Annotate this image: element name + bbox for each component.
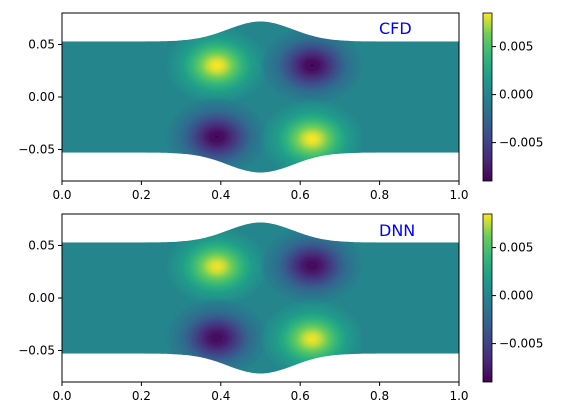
field-blob-1 [262,27,362,104]
y-ticks-cfd: 0.05 0.00 −0.05 [18,38,62,157]
x-tick-label: 1.0 [449,389,468,403]
field-blob-2 [167,99,267,173]
y-tick-label: 0.00 [28,291,55,305]
x-ticks-dnn: 0.0 0.2 0.4 0.6 0.8 1.0 [52,382,469,403]
y-ticks-dnn: 0.05 0.00 −0.05 [18,239,62,358]
colorbar-dnn [482,213,493,383]
field-blob-0 [167,27,267,104]
x-tick-label: 0.6 [291,389,310,403]
colorbar-ticks-dnn: 0.005 0.000 −0.005 [492,241,543,351]
panel-label-cfd: CFD [379,19,412,38]
y-tick-label: −0.05 [18,344,55,358]
x-tick-label: 0.8 [370,188,389,202]
colorbar-cfd [482,12,493,182]
x-tick-label: 0.8 [370,389,389,403]
x-tick-label: 0.4 [211,389,230,403]
colorbar-tick-label: 0.000 [499,289,533,303]
x-tick-label: 0.2 [132,188,151,202]
colorbar-tick-label: −0.005 [499,337,543,351]
panel-cfd: 0.0 0.2 0.4 0.6 0.8 1.0 0.05 0.00 −0.05 CFD 0.0… [18,12,543,202]
field-blob-0 [167,228,267,305]
field-blob-1 [262,227,362,304]
x-tick-label: 0.6 [291,188,310,202]
field-blob-3 [262,301,362,374]
y-tick-label: 0.05 [28,239,55,253]
colorbar-ticks-cfd: 0.005 0.000 −0.005 [492,40,543,150]
panel-label-dnn: DNN [379,221,415,240]
colorbar-tick-label: 0.005 [499,241,533,255]
colorbar-tick-label: 0.000 [499,88,533,102]
field-blob-2 [167,300,267,374]
y-tick-label: 0.05 [28,38,55,52]
field-blob-3 [262,101,362,173]
field-dnn [62,222,459,374]
x-tick-label: 1.0 [449,188,468,202]
colorbar-tick-label: 0.005 [499,40,533,54]
x-tick-label: 0.4 [211,188,230,202]
colorbar-tick-label: −0.005 [499,136,543,150]
x-ticks-cfd: 0.0 0.2 0.4 0.6 0.8 1.0 [52,181,469,202]
x-tick-label: 0.0 [52,389,71,403]
y-tick-label: 0.00 [28,90,55,104]
x-tick-label: 0.2 [132,389,151,403]
y-tick-label: −0.05 [18,143,55,157]
panel-dnn: 0.0 0.2 0.4 0.6 0.8 1.0 0.05 0.00 −0.05 DNN 0.0… [18,213,543,403]
x-tick-label: 0.0 [52,188,71,202]
field-cfd [62,21,459,173]
